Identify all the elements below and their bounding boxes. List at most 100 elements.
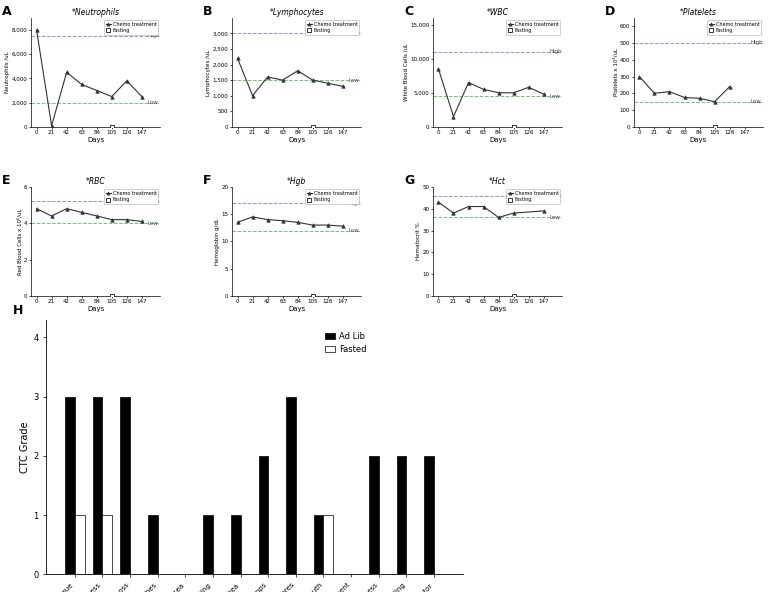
Title: *WBC: *WBC	[487, 8, 509, 17]
Chemo treatment	[449, 210, 458, 217]
Legend: Chemo treatment, Fasting: Chemo treatment, Fasting	[305, 20, 359, 34]
Chemo treatment	[710, 98, 719, 105]
Y-axis label: Lymphocytes /uL: Lymphocytes /uL	[206, 49, 211, 95]
Chemo treatment	[92, 87, 101, 94]
Text: Low: Low	[348, 78, 359, 83]
Chemo treatment	[47, 122, 56, 129]
Text: High: High	[348, 31, 361, 36]
Y-axis label: Hemoglobin g/dL: Hemoglobin g/dL	[215, 218, 220, 265]
Line: Chemo treatment: Chemo treatment	[436, 201, 545, 219]
Legend: Chemo treatment, Fasting: Chemo treatment, Fasting	[305, 189, 359, 204]
Text: A: A	[2, 5, 12, 18]
Chemo treatment	[263, 73, 272, 81]
Chemo treatment	[449, 113, 458, 120]
Line: Chemo treatment: Chemo treatment	[236, 57, 345, 98]
Chemo treatment	[293, 219, 302, 226]
Legend: Chemo treatment, Fasting: Chemo treatment, Fasting	[104, 189, 158, 204]
Title: *Neutrophils: *Neutrophils	[72, 8, 120, 17]
Chemo treatment	[650, 90, 659, 97]
Title: *Hgb: *Hgb	[287, 177, 306, 186]
Text: E: E	[2, 174, 11, 187]
Chemo treatment	[338, 223, 348, 230]
Bar	[286, 397, 296, 574]
Text: High: High	[147, 33, 160, 38]
Text: Low: Low	[147, 100, 158, 105]
Chemo treatment	[77, 209, 86, 216]
Chemo treatment	[323, 221, 332, 229]
Chemo treatment	[509, 89, 518, 96]
Chemo treatment	[434, 65, 443, 72]
Bar	[148, 515, 158, 574]
Line: Chemo treatment: Chemo treatment	[436, 67, 545, 118]
Chemo treatment	[62, 205, 71, 213]
Chemo treatment	[665, 88, 674, 95]
Chemo treatment	[233, 219, 242, 226]
Chemo treatment	[323, 80, 332, 87]
Bar	[231, 515, 241, 574]
Chemo treatment	[338, 83, 348, 90]
Y-axis label: Platelets x 10³/uL: Platelets x 10³/uL	[613, 49, 618, 96]
Y-axis label: Red Blood Cells x 10⁶/uL: Red Blood Cells x 10⁶/uL	[17, 208, 22, 275]
Chemo treatment	[122, 77, 131, 84]
Title: *Lymphocytes: *Lymphocytes	[269, 8, 324, 17]
Text: G: G	[404, 174, 415, 187]
Line: Chemo treatment: Chemo treatment	[638, 75, 732, 104]
Chemo treatment	[47, 213, 56, 220]
Chemo treatment	[539, 207, 548, 214]
Y-axis label: Neutrophils /uL: Neutrophils /uL	[5, 52, 10, 93]
Text: High: High	[550, 193, 562, 198]
Text: Low: Low	[550, 215, 561, 220]
Text: F: F	[204, 174, 212, 187]
X-axis label: Days: Days	[489, 137, 506, 143]
Text: Low: Low	[750, 99, 761, 104]
Chemo treatment	[248, 213, 258, 220]
Chemo treatment	[494, 214, 503, 221]
X-axis label: Days: Days	[288, 137, 305, 143]
Chemo treatment	[695, 95, 704, 102]
Chemo treatment	[137, 93, 146, 100]
Bar	[314, 515, 324, 574]
Chemo treatment	[62, 69, 71, 76]
Chemo treatment	[107, 93, 116, 100]
Bar	[66, 397, 75, 574]
Chemo treatment	[77, 81, 86, 88]
X-axis label: Days: Days	[288, 306, 305, 312]
Chemo treatment	[479, 203, 488, 210]
Chemo treatment	[278, 217, 288, 224]
Legend: Chemo treatment, Fasting: Chemo treatment, Fasting	[507, 189, 560, 204]
Text: C: C	[404, 5, 413, 18]
Chemo treatment	[524, 83, 534, 91]
Chemo treatment	[263, 216, 272, 223]
Chemo treatment	[509, 210, 518, 217]
Chemo treatment	[479, 86, 488, 93]
Chemo treatment	[308, 76, 318, 83]
Chemo treatment	[494, 89, 503, 96]
Text: H: H	[13, 304, 23, 317]
Chemo treatment	[293, 67, 302, 75]
Line: Chemo treatment: Chemo treatment	[236, 215, 345, 228]
Chemo treatment	[308, 221, 318, 229]
Chemo treatment	[539, 91, 548, 98]
X-axis label: Days: Days	[489, 306, 506, 312]
Chemo treatment	[680, 94, 689, 101]
Line: Chemo treatment: Chemo treatment	[35, 28, 143, 127]
Bar	[324, 515, 333, 574]
Chemo treatment	[635, 73, 644, 80]
Bar	[258, 456, 268, 574]
Title: *RBC: *RBC	[86, 177, 106, 186]
Y-axis label: CTC Grade: CTC Grade	[21, 422, 31, 472]
Text: High: High	[147, 199, 160, 204]
Chemo treatment	[725, 83, 734, 90]
Legend: Chemo treatment, Fasting: Chemo treatment, Fasting	[507, 20, 560, 34]
Bar	[424, 456, 434, 574]
Chemo treatment	[92, 213, 101, 220]
Chemo treatment	[32, 26, 41, 33]
Chemo treatment	[137, 218, 146, 225]
Y-axis label: Hematocrit %: Hematocrit %	[416, 223, 421, 260]
Chemo treatment	[464, 203, 473, 210]
Bar	[103, 515, 112, 574]
Text: High: High	[750, 40, 763, 46]
Legend: Ad Lib, Fasted: Ad Lib, Fasted	[322, 329, 370, 357]
Chemo treatment	[248, 92, 258, 99]
Bar	[93, 397, 103, 574]
